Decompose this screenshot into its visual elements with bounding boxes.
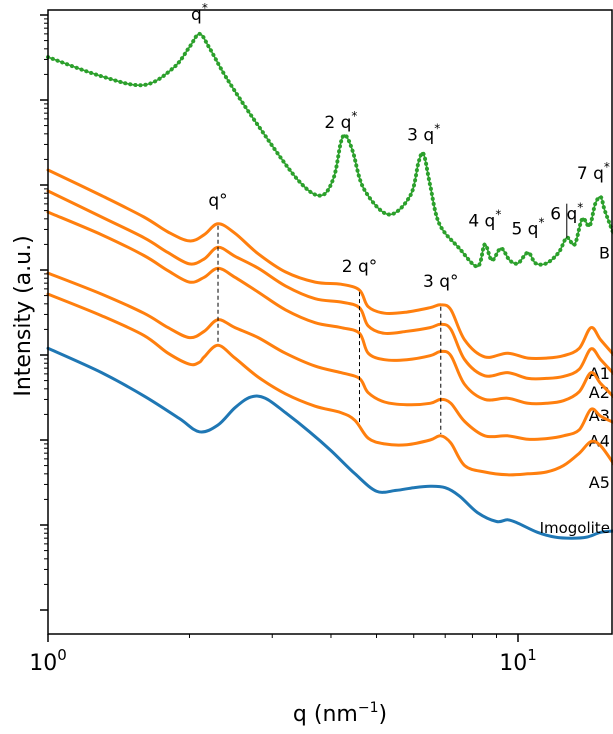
series-line-imogolite <box>46 346 613 540</box>
plot-frame <box>47 9 613 635</box>
series-label-a4: A4 <box>589 432 610 451</box>
axis-ticks-group: 100 101 <box>29 14 537 676</box>
series-label-a1: A1 <box>589 364 610 383</box>
peak-label-7: 7 q* <box>577 160 610 184</box>
x-axis-label-main: q (nm <box>293 702 358 727</box>
peak-label-4: 4 q* <box>468 207 501 231</box>
series-label-a2: A2 <box>589 383 610 402</box>
x-axis-label-close: ) <box>378 702 387 727</box>
series-label-imogolite: Imogolite <box>540 519 610 537</box>
series-label-a5: A5 <box>589 473 610 492</box>
peak-label-1: q* <box>191 1 208 25</box>
peak-label-9: 2 q° <box>342 257 378 277</box>
peak-label-2: 2 q* <box>324 109 357 133</box>
peak-label-3: 3 q* <box>407 121 440 145</box>
peak-label-5: 5 q* <box>511 216 544 240</box>
series-line-a4 <box>46 271 613 441</box>
x-tick-label: 100 <box>29 646 67 676</box>
series-label-b: B <box>599 244 610 263</box>
peak-label-10: 3 q° <box>423 272 459 292</box>
series-core-b <box>47 33 613 268</box>
peak-label-8: q° <box>208 191 227 211</box>
peak-label-6: 6 q* <box>550 201 583 225</box>
reference-lines-group <box>217 203 568 434</box>
series-line-a1 <box>46 168 613 361</box>
x-axis-label: q (nm−1) <box>293 700 387 727</box>
x-axis-label-sup: −1 <box>358 700 379 716</box>
x-tick-label: 101 <box>499 646 537 676</box>
series-line-a3 <box>46 210 613 406</box>
y-axis-label: Intensity (a.u.) <box>11 235 36 396</box>
annotation-labels-group: q* 2 q* 3 q* 4 q* 5 q* 6 q* 7 q* q° 2 q° 3 q° <box>191 1 610 292</box>
series-line-a5 <box>46 292 613 477</box>
series-line-a2 <box>46 189 613 381</box>
